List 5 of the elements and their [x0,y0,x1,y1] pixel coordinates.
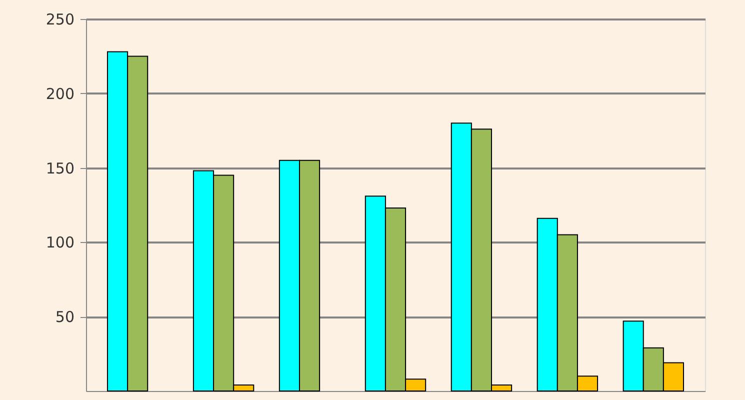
y-tick-label: 150 [46,159,74,178]
y-tick-label: 50 [55,308,74,326]
y-tick-label: 200 [46,84,74,103]
y-tick-label: 100 [46,234,74,252]
y-tick-label: 250 [46,10,74,28]
